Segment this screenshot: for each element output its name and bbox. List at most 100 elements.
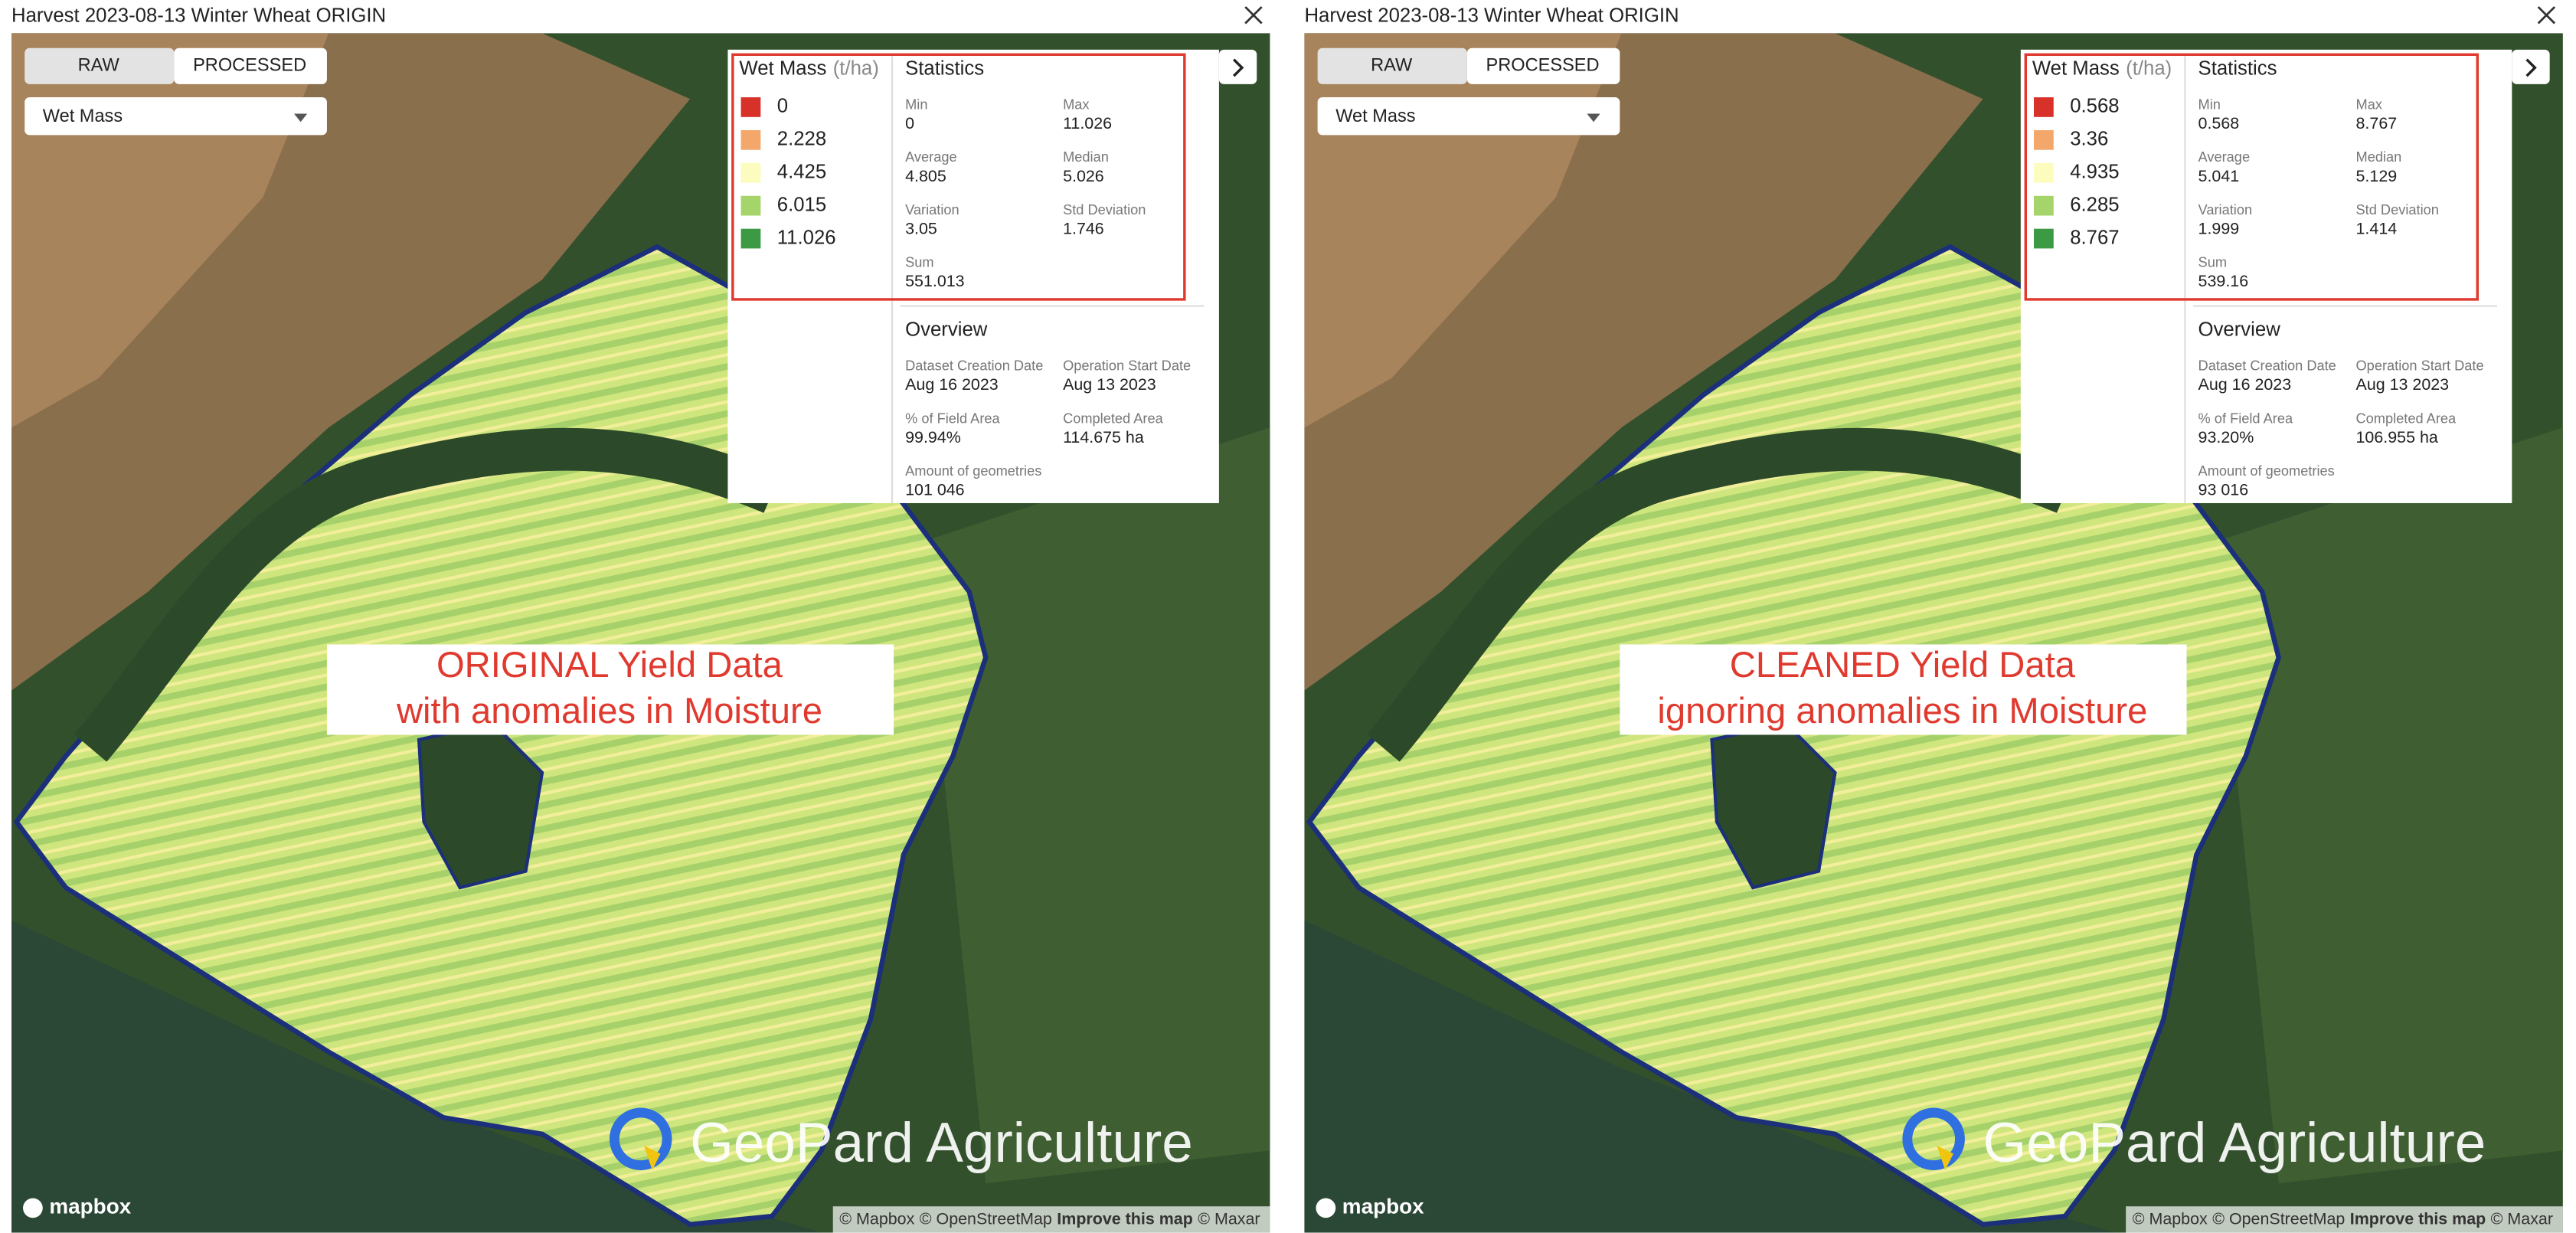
overview-value: 93.20% xyxy=(2198,428,2254,446)
attribution-item: © Maxar xyxy=(2491,1209,2553,1228)
legend-swatch xyxy=(2034,228,2054,249)
stat-value: 0.568 xyxy=(2198,114,2240,132)
stat-label: Min xyxy=(905,96,927,113)
legend-value: 0.568 xyxy=(2070,96,2119,117)
stat-value: 539.16 xyxy=(2198,272,2249,290)
stat-label: Variation xyxy=(2198,201,2253,217)
legend-swatch xyxy=(740,129,761,150)
overlay-box xyxy=(1620,644,2187,735)
info-panel xyxy=(727,49,1219,503)
legend-swatch xyxy=(2034,162,2054,183)
stat-label: Max xyxy=(1063,96,1089,113)
info-panel xyxy=(2020,49,2512,503)
dropdown[interactable] xyxy=(25,97,327,136)
logo xyxy=(1902,1107,1965,1171)
overview-label: Completed Area xyxy=(1063,410,1164,426)
overview-value: Aug 16 2023 xyxy=(905,375,999,394)
attribution-item: © OpenStreetMap xyxy=(920,1209,1052,1228)
overview-value: Aug 16 2023 xyxy=(2198,375,2292,394)
legend-value: 8.767 xyxy=(2070,227,2119,248)
panel: Harvest 2023-08-13 Winter Wheat ORIGIN RA… xyxy=(0,0,1282,1233)
mapbox-logo xyxy=(1316,1198,1336,1218)
highlight-box xyxy=(2024,53,2479,301)
attribution-item[interactable]: Improve this map xyxy=(2350,1209,2486,1228)
river xyxy=(74,427,781,762)
stat-label: Average xyxy=(2198,149,2251,165)
attribution-bg xyxy=(832,1206,1270,1233)
stat-value: 1.414 xyxy=(2356,219,2398,237)
toggle-label: RAW xyxy=(1371,55,1413,75)
attribution-bg xyxy=(2126,1206,2563,1233)
logo-star xyxy=(1937,1145,1953,1171)
close-button[interactable] xyxy=(1244,6,1263,25)
toggle-processed[interactable] xyxy=(1466,47,1620,84)
mapbox-label: mapbox xyxy=(1342,1195,1424,1218)
attribution-item: © Mapbox xyxy=(2133,1209,2208,1228)
legend-swatch xyxy=(740,97,761,117)
toggle-label: PROCESSED xyxy=(193,55,306,75)
panel-tab[interactable] xyxy=(2512,49,2550,84)
overview-value: 114.675 ha xyxy=(1063,428,1144,446)
toggle-label: PROCESSED xyxy=(1486,55,1600,75)
attribution-item: © Mapbox xyxy=(839,1209,914,1228)
stat-label: Std Deviation xyxy=(1063,201,1146,217)
stat-label: Sum xyxy=(905,254,933,270)
overview-label: % of Field Area xyxy=(905,410,1000,426)
legend-title: Wet Mass xyxy=(739,57,826,79)
attribution-item: © Maxar xyxy=(1198,1209,1260,1228)
stat-label: Std Deviation xyxy=(2356,201,2439,217)
toggle-processed[interactable] xyxy=(174,47,327,84)
overlay-text: with anomalies in Moisture xyxy=(396,691,822,731)
overview-value: 93 016 xyxy=(2198,481,2249,499)
watermark: GeoPard Agriculture xyxy=(690,1112,1193,1174)
logo xyxy=(609,1107,672,1171)
close-button[interactable] xyxy=(2537,6,2556,25)
overview-label: Operation Start Date xyxy=(1063,358,1191,374)
stat-value: 4.805 xyxy=(905,167,946,185)
overview-value: Aug 13 2023 xyxy=(2356,375,2450,394)
dropdown-label: Wet Mass xyxy=(43,106,123,126)
window-title: Harvest 2023-08-13 Winter Wheat ORIGIN xyxy=(11,5,386,27)
attribution: © Mapbox © OpenStreetMap Improve this map ©… xyxy=(2133,1209,2553,1228)
stat-value: 5.129 xyxy=(2356,167,2398,185)
overview-label: Dataset Creation Date xyxy=(905,358,1043,374)
dropdown-label: Wet Mass xyxy=(1335,106,1415,126)
toggle-raw[interactable] xyxy=(1317,47,1467,84)
legend-unit: (t/ha) xyxy=(2126,57,2172,79)
stat-value: 3.05 xyxy=(905,219,937,237)
attribution-item: © OpenStreetMap xyxy=(2212,1209,2345,1228)
overview-label: Operation Start Date xyxy=(2356,358,2484,374)
overlay-text: ORIGINAL Yield Data xyxy=(436,645,783,685)
tab-arrow xyxy=(2525,58,2537,77)
attribution: © Mapbox © OpenStreetMap Improve this map ©… xyxy=(839,1209,1260,1228)
overview-value: 99.94% xyxy=(905,428,961,446)
stat-value: 0 xyxy=(905,114,914,132)
toggle-label: RAW xyxy=(78,55,120,75)
panel-tab[interactable] xyxy=(1218,49,1257,84)
highlight-box xyxy=(731,53,1186,301)
river xyxy=(1367,427,2074,762)
water xyxy=(1304,920,2115,1233)
legend-swatch xyxy=(2034,97,2054,117)
stat-value: 1.999 xyxy=(2198,219,2240,237)
stat-value: 5.041 xyxy=(2198,167,2240,185)
legend-swatch xyxy=(2034,195,2054,216)
attribution-item[interactable]: Improve this map xyxy=(1057,1209,1193,1228)
overview-label: Amount of geometries xyxy=(2198,463,2335,479)
dropdown[interactable] xyxy=(1317,97,1620,136)
toggle-raw[interactable] xyxy=(25,47,175,84)
legend-swatch xyxy=(740,228,761,249)
stats-title: Statistics xyxy=(2198,57,2277,79)
legend-value: 2.228 xyxy=(777,129,826,150)
farmland xyxy=(2212,427,2563,1184)
overlay-text: CLEANED Yield Data xyxy=(1730,645,2076,685)
legend-value: 6.015 xyxy=(777,194,826,215)
legend-title: Wet Mass xyxy=(2032,57,2120,79)
mapbox-logo xyxy=(23,1198,43,1218)
legend-value: 4.935 xyxy=(2070,162,2119,183)
legend-value: 6.285 xyxy=(2070,194,2119,215)
dropdown-arrow xyxy=(1587,113,1600,123)
stat-label: Median xyxy=(1063,149,1109,165)
